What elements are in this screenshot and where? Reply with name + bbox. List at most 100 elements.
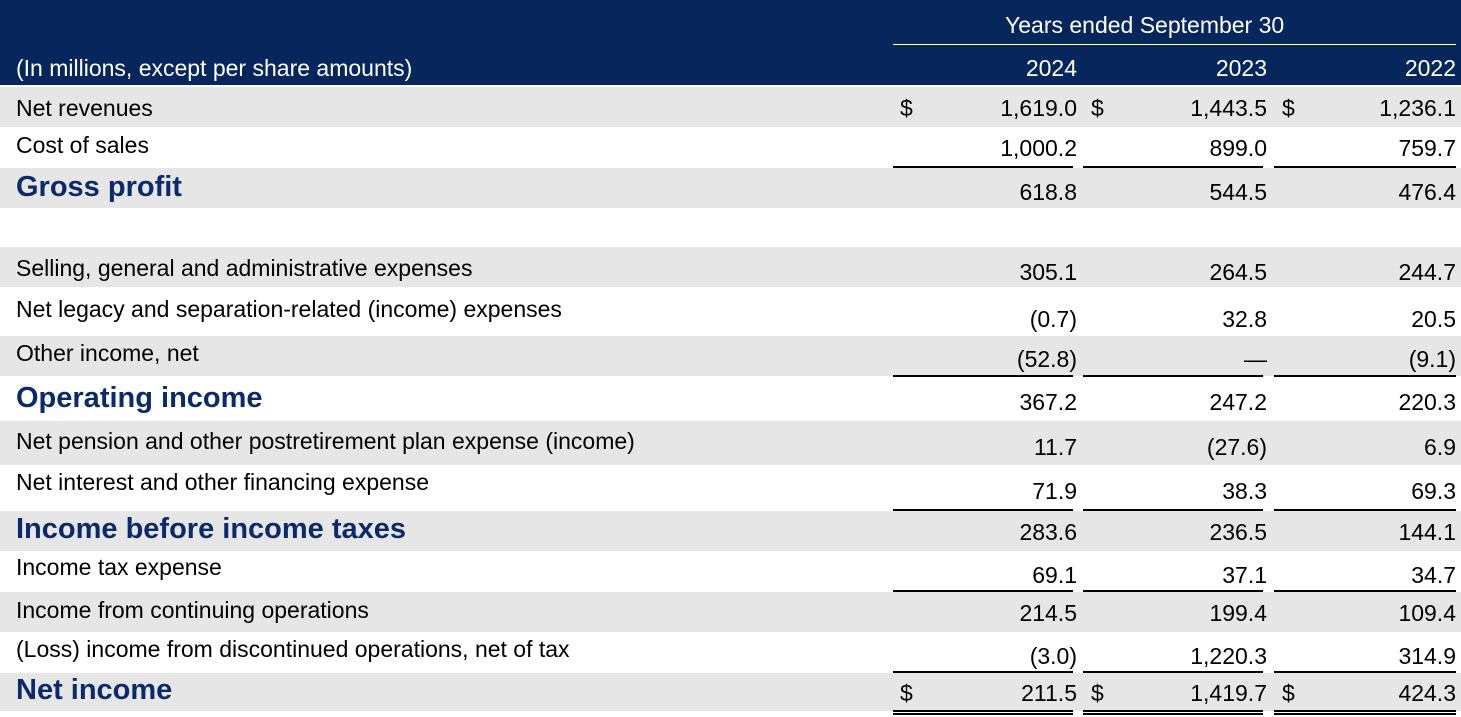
total-double-underline <box>893 710 1073 715</box>
period-underline <box>893 44 1456 45</box>
value-2023: 899.0 <box>1209 135 1267 161</box>
value-2023: (27.6) <box>1206 434 1267 460</box>
value-2022: 759.7 <box>1398 135 1456 161</box>
value-2024: (52.8) <box>1016 346 1077 372</box>
subtotal-underline <box>1274 509 1456 511</box>
value-2024: 618.8 <box>1019 179 1077 205</box>
subtotal-underline <box>1083 590 1263 592</box>
value-2022: 109.4 <box>1398 600 1456 626</box>
value-2024: 69.1 <box>1032 562 1077 588</box>
value-2024: (0.7) <box>1029 306 1077 332</box>
table-row: Net income $ 211.5 $ 1,419.7 $ 424.3 <box>0 673 1461 711</box>
row-label: Selling, general and administrative expe… <box>16 255 473 281</box>
table-row: (Loss) income from discontinued operatio… <box>0 632 1461 672</box>
value-2022: 144.1 <box>1398 519 1456 545</box>
value-2023: — <box>1244 346 1267 372</box>
table-row: Cost of sales 1,000.2 899.0 759.7 <box>0 127 1461 167</box>
table-row: Gross profit 618.8 544.5 476.4 <box>0 168 1461 208</box>
table-row: Operating income 367.2 247.2 220.3 <box>0 377 1461 419</box>
total-double-underline <box>1274 710 1456 715</box>
value-2022: 6.9 <box>1424 434 1456 460</box>
table-header: Years ended September 30 (In millions, e… <box>0 0 1461 85</box>
currency-symbol: $ <box>1091 680 1104 706</box>
value-2024: 71.9 <box>1032 478 1077 504</box>
year-2024-header: 2024 <box>1025 55 1077 81</box>
subtotal-underline <box>893 671 1073 673</box>
value-2024: 1,000.2 <box>1000 135 1077 161</box>
value-2023: 1,419.7 <box>1190 680 1267 706</box>
value-2024: 283.6 <box>1019 519 1077 545</box>
value-2022: 20.5 <box>1411 306 1456 332</box>
subtotal-underline <box>893 166 1073 168</box>
value-2024: 211.5 <box>1021 680 1077 706</box>
value-2023: 247.2 <box>1209 389 1267 415</box>
table-row: Net interest and other financing expense… <box>0 466 1461 510</box>
value-2023: 544.5 <box>1209 179 1267 205</box>
row-label: Net legacy and separation-related (incom… <box>16 296 562 322</box>
table-row: Selling, general and administrative expe… <box>0 247 1461 287</box>
value-2023: 37.1 <box>1222 562 1267 588</box>
subtotal-underline <box>1274 166 1456 168</box>
currency-symbol: $ <box>1091 95 1104 121</box>
subtotal-underline <box>1083 509 1263 511</box>
value-2022: (9.1) <box>1408 346 1456 372</box>
table-row: Income tax expense 69.1 37.1 34.7 <box>0 551 1461 591</box>
currency-symbol: $ <box>1282 95 1295 121</box>
subtotal-underline <box>1274 590 1456 592</box>
value-2023: 236.5 <box>1209 519 1267 545</box>
row-label: Income before income taxes <box>16 513 407 545</box>
value-2024: (3.0) <box>1029 643 1077 669</box>
row-label: Operating income <box>16 382 263 414</box>
period-label: Years ended September 30 <box>1005 12 1285 38</box>
table-row: Income before income taxes 283.6 236.5 1… <box>0 511 1461 551</box>
currency-symbol: $ <box>1282 680 1295 706</box>
row-label: Net interest and other financing expense <box>16 469 429 495</box>
value-2022: 424.3 <box>1398 680 1456 706</box>
row-label: Cost of sales <box>16 132 149 158</box>
value-2024: 367.2 <box>1019 389 1077 415</box>
row-label: Net pension and other postretirement pla… <box>16 428 635 454</box>
subtotal-underline <box>1274 671 1456 673</box>
value-2022: 314.9 <box>1398 643 1456 669</box>
row-label: Net income <box>16 674 173 706</box>
row-label: Other income, net <box>16 340 199 366</box>
subtotal-underline <box>893 375 1073 377</box>
value-2023: 38.3 <box>1222 478 1267 504</box>
value-2022: 1,236.1 <box>1379 95 1456 121</box>
row-label: Gross profit <box>16 171 182 203</box>
value-2022: 476.4 <box>1398 179 1456 205</box>
table-row: Net legacy and separation-related (incom… <box>0 288 1461 332</box>
value-2023: 32.8 <box>1222 306 1267 332</box>
value-2024: 305.1 <box>1019 259 1077 285</box>
value-2024: 214.5 <box>1019 600 1077 626</box>
value-2023: 1,443.5 <box>1190 95 1267 121</box>
table-row: Net pension and other postretirement pla… <box>0 421 1461 465</box>
row-label: Net revenues <box>16 95 153 121</box>
value-2023: 1,220.3 <box>1190 643 1267 669</box>
currency-symbol: $ <box>900 95 913 121</box>
subtotal-underline <box>1083 375 1263 377</box>
subtotal-underline <box>1083 671 1263 673</box>
value-2023: 264.5 <box>1209 259 1267 285</box>
subtotal-underline <box>893 509 1073 511</box>
value-2024: 1,619.0 <box>1000 95 1077 121</box>
value-2023: 199.4 <box>1209 600 1267 626</box>
value-2022: 244.7 <box>1398 259 1456 285</box>
row-label: Income tax expense <box>16 554 222 580</box>
subtotal-underline <box>1083 166 1263 168</box>
year-2022-header: 2022 <box>1404 55 1456 81</box>
total-double-underline <box>1083 710 1263 715</box>
value-2024: 11.7 <box>1033 434 1077 460</box>
units-label: (In millions, except per share amounts) <box>16 55 413 81</box>
row-label: Income from continuing operations <box>16 597 369 623</box>
value-2022: 69.3 <box>1411 478 1456 504</box>
currency-symbol: $ <box>900 680 913 706</box>
value-2022: 34.7 <box>1411 562 1456 588</box>
subtotal-underline <box>893 590 1073 592</box>
table-row: Other income, net (52.8) — (9.1) <box>0 336 1461 376</box>
subtotal-underline <box>1274 375 1456 377</box>
row-label: (Loss) income from discontinued operatio… <box>16 636 570 662</box>
year-2023-header: 2023 <box>1215 55 1267 81</box>
table-row: Income from continuing operations 214.5 … <box>0 592 1461 632</box>
value-2022: 220.3 <box>1398 389 1456 415</box>
